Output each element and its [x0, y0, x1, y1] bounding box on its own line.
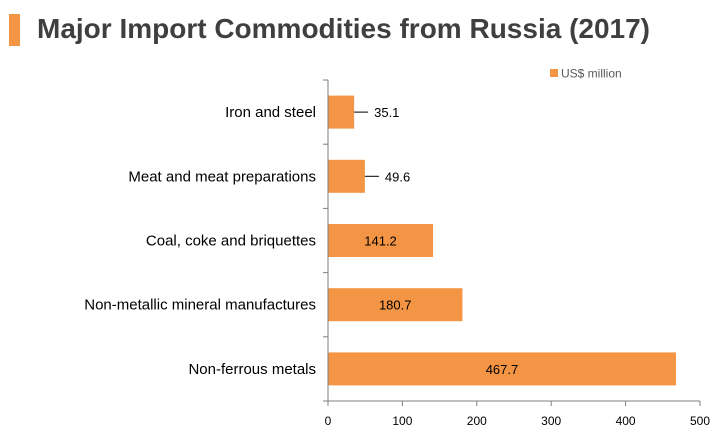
legend: US$ million [550, 67, 622, 81]
category-label: Coal, coke and briquettes [146, 233, 316, 250]
chart-title: Major Import Commodities from Russia (20… [37, 13, 651, 44]
data-label: 141.2 [364, 234, 397, 249]
legend-label: US$ million [561, 67, 622, 81]
x-tick-label: 500 [690, 414, 710, 428]
category-label: Iron and steel [225, 104, 316, 121]
x-tick-label: 100 [392, 414, 412, 428]
category-label: Non-ferrous metals [188, 361, 316, 378]
bars-group [328, 95, 676, 386]
data-label: 180.7 [379, 298, 412, 313]
data-label: 49.6 [385, 169, 410, 184]
x-tick-label: 200 [467, 414, 487, 428]
title-accent-bar [9, 14, 20, 46]
bar [328, 288, 463, 322]
bar [328, 159, 365, 193]
x-tick-label: 0 [325, 414, 332, 428]
data-labels: 35.1 49.6 141.2 180.7 467.7 [354, 105, 518, 377]
x-tick-label: 300 [541, 414, 561, 428]
x-tick-label: 400 [616, 414, 636, 428]
bar [328, 95, 355, 129]
bar [328, 224, 434, 257]
legend-swatch [550, 69, 558, 77]
data-label: 35.1 [374, 105, 399, 120]
x-axis: 0 100 200 300 400 500 [323, 79, 710, 428]
bar [328, 352, 676, 386]
category-label: Meat and meat preparations [128, 168, 316, 185]
category-label: Non-metallic mineral manufactures [84, 297, 316, 314]
category-labels: Iron and steel Meat and meat preparations… [84, 104, 316, 378]
data-label: 467.7 [486, 362, 519, 377]
